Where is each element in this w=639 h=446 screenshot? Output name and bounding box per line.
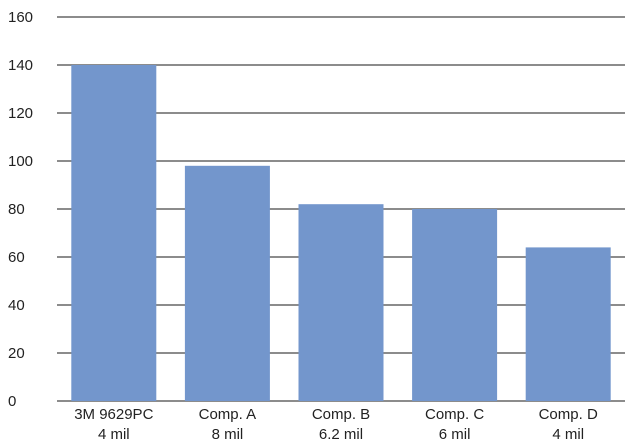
bar-3 [412, 209, 498, 401]
bar-1 [184, 165, 270, 401]
x-category-sublabel: 8 mil [212, 426, 244, 443]
bar-2 [298, 204, 384, 401]
y-tick-label: 120 [8, 105, 33, 122]
x-category-sublabel: 4 mil [552, 426, 584, 443]
y-tick-label: 0 [8, 393, 16, 410]
bars [71, 65, 611, 401]
y-tick-label: 40 [8, 297, 25, 314]
x-category-label: Comp. D [539, 406, 598, 423]
y-tick-label: 80 [8, 201, 25, 218]
x-category-label: Comp. A [199, 406, 257, 423]
x-category-label: Comp. B [312, 406, 370, 423]
bar-0 [71, 65, 157, 401]
x-category-sublabel: 4 mil [98, 426, 130, 443]
y-tick-label: 20 [8, 345, 25, 362]
y-tick-label: 100 [8, 153, 33, 170]
y-tick-label: 60 [8, 249, 25, 266]
x-category-sublabel: 6 mil [439, 426, 471, 443]
x-axis-category-labels: 3M 9629PC 4 mil Comp. A 8 mil Comp. B 6.2 mil… [74, 406, 598, 443]
x-category-label: Comp. C [425, 406, 484, 423]
bar-4 [525, 247, 611, 401]
y-axis-tick-labels: 0 20 40 60 80 100 120 140 160 [8, 9, 33, 410]
x-category-label: 3M 9629PC [74, 406, 153, 423]
y-tick-label: 140 [8, 57, 33, 74]
x-category-sublabel: 6.2 mil [319, 426, 363, 443]
y-tick-label: 160 [8, 9, 33, 26]
